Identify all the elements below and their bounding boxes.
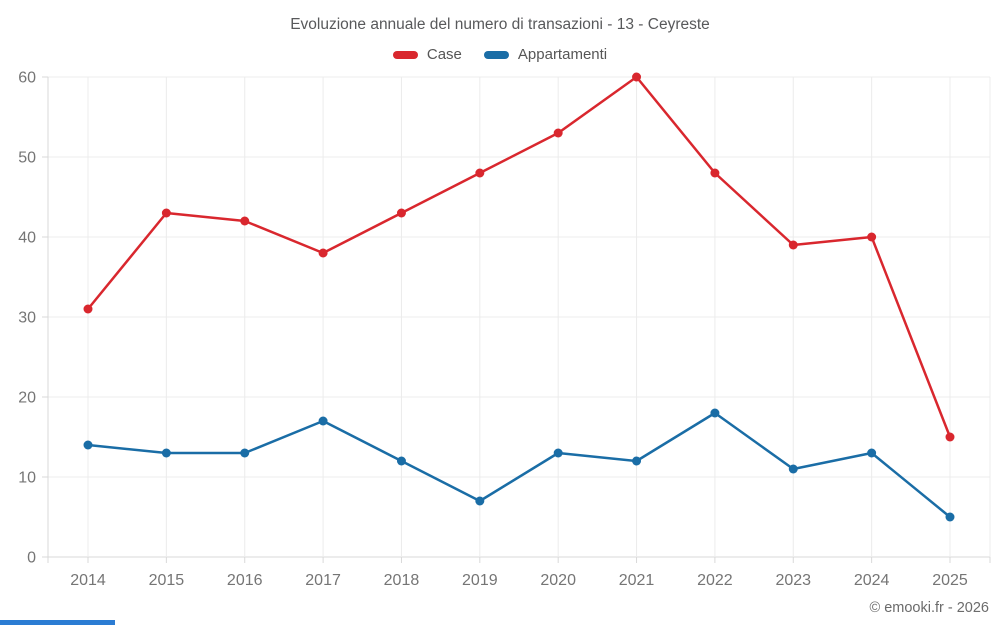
x-axis-label: 2016	[227, 572, 263, 589]
data-point-appartamenti[interactable]	[83, 440, 93, 450]
x-axis-label: 2024	[854, 572, 890, 589]
data-point-case[interactable]	[788, 240, 798, 250]
legend-label: Appartamenti	[517, 46, 608, 63]
y-axis-label: 0	[27, 550, 36, 567]
copyright-text: © emooki.fr - 2026	[869, 600, 989, 616]
legend-label: Case	[426, 46, 462, 63]
data-point-case[interactable]	[475, 168, 485, 178]
data-point-case[interactable]	[396, 208, 406, 218]
x-axis-label: 2018	[384, 572, 420, 589]
x-axis-label: 2021	[619, 572, 655, 589]
data-point-appartamenti[interactable]	[632, 456, 642, 466]
data-point-appartamenti[interactable]	[318, 416, 328, 426]
data-point-case[interactable]	[318, 248, 328, 258]
data-point-case[interactable]	[710, 168, 720, 178]
x-axis-label: 2020	[540, 572, 576, 589]
y-axis-label: 10	[18, 470, 36, 487]
x-axis-label: 2023	[775, 572, 811, 589]
data-point-appartamenti[interactable]	[553, 448, 563, 458]
data-point-case[interactable]	[83, 304, 93, 314]
series-line-appartamenti	[86, 411, 952, 519]
data-point-appartamenti[interactable]	[867, 448, 877, 458]
data-point-appartamenti[interactable]	[710, 408, 720, 418]
x-axis-label: 2019	[462, 572, 498, 589]
data-point-case[interactable]	[632, 72, 642, 82]
data-point-appartamenti[interactable]	[240, 448, 250, 458]
x-axis-label: 2014	[70, 572, 106, 589]
data-point-case[interactable]	[867, 232, 877, 242]
y-axis-label: 40	[18, 230, 36, 247]
legend-item-appartamenti[interactable]: Appartamenti	[483, 46, 608, 63]
data-point-appartamenti[interactable]	[161, 448, 171, 458]
y-axis-label: 60	[18, 70, 36, 87]
data-point-appartamenti[interactable]	[396, 456, 406, 466]
x-axis-label: 2015	[149, 572, 185, 589]
data-point-appartamenti[interactable]	[945, 512, 955, 522]
legend-swatch-appartamenti	[483, 50, 509, 59]
data-point-case[interactable]	[240, 216, 250, 226]
data-point-case[interactable]	[945, 432, 955, 442]
series-line-case	[86, 75, 952, 439]
data-point-appartamenti[interactable]	[475, 496, 485, 506]
y-axis-label: 30	[18, 310, 36, 327]
chart-title: Evoluzione annuale del numero di transaz…	[290, 16, 710, 33]
x-axis-label: 2022	[697, 572, 733, 589]
data-point-case[interactable]	[553, 128, 563, 138]
y-axis-label: 50	[18, 150, 36, 167]
x-axis-label: 2017	[305, 572, 341, 589]
bottom-progress-bar	[0, 620, 115, 625]
legend-item-case[interactable]: Case	[392, 46, 462, 63]
chart-legend: Case Appartamenti	[0, 46, 1000, 63]
data-point-appartamenti[interactable]	[788, 464, 798, 474]
x-axis-label: 2025	[932, 572, 968, 589]
data-point-case[interactable]	[161, 208, 171, 218]
legend-swatch-case	[392, 50, 418, 59]
y-axis-label: 20	[18, 390, 36, 407]
